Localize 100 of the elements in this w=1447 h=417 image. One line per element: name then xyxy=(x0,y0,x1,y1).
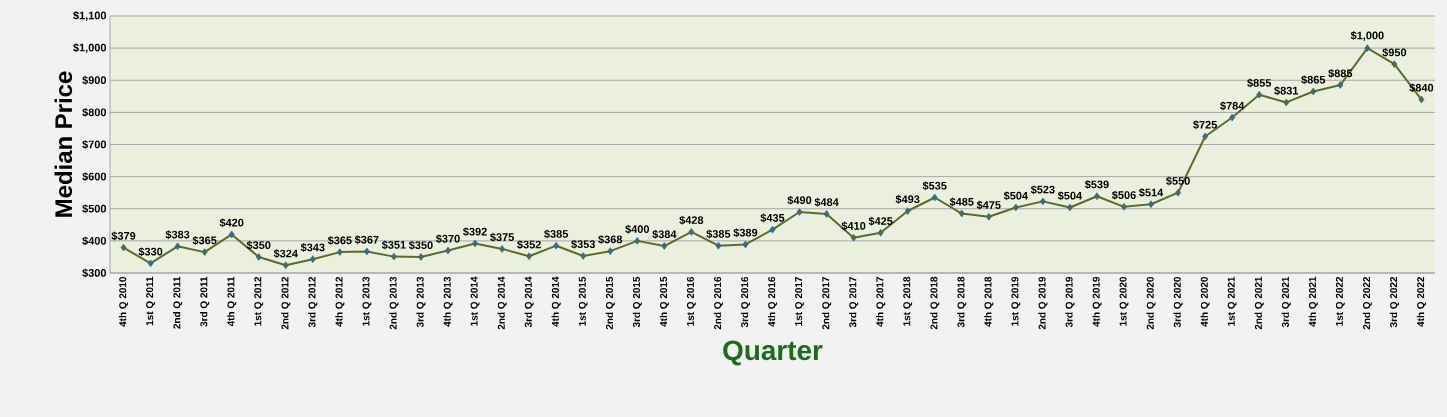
x-tick-label: 3rd Q 2022 xyxy=(1389,276,1399,328)
point xyxy=(607,247,614,255)
point xyxy=(850,233,857,242)
x-tick-label: 3rd Q 2018 xyxy=(957,276,967,328)
x-tick-label: 2nd Q 2019 xyxy=(1038,276,1048,330)
x-tick-label: 1st Q 2020 xyxy=(1119,276,1129,326)
data-label: $725 xyxy=(1193,120,1217,130)
point xyxy=(931,193,938,202)
y-axis-title: Median Price xyxy=(54,71,73,217)
data-label: $490 xyxy=(787,195,812,205)
point xyxy=(1202,132,1209,141)
x-tick-label: 4th Q 2012 xyxy=(335,276,345,327)
x-tick-label: 2nd Q 2017 xyxy=(821,276,832,330)
data-label: $330 xyxy=(138,247,163,257)
y-tick-label: $1,100 xyxy=(73,11,107,21)
x-tick-label: 3rd Q 2011 xyxy=(200,276,210,327)
point xyxy=(1283,98,1290,107)
x-tick-label: 4th Q 2015 xyxy=(659,276,669,327)
x-tick-label: 3rd Q 2013 xyxy=(416,276,426,328)
x-tick-label: 4th Q 2010 xyxy=(118,276,129,327)
data-label: $435 xyxy=(760,213,785,223)
point xyxy=(877,229,884,237)
point xyxy=(796,208,803,216)
point xyxy=(282,261,289,270)
data-label: $539 xyxy=(1084,180,1109,190)
y-tick-label: $500 xyxy=(82,204,107,214)
x-tick-label: 2nd Q 2015 xyxy=(605,276,615,330)
data-label: $535 xyxy=(922,181,947,191)
x-tick-label: 1st Q 2012 xyxy=(254,276,264,326)
x-tick-label: 1st Q 2021 xyxy=(1227,276,1237,326)
data-label: $831 xyxy=(1274,86,1299,96)
data-label: $343 xyxy=(300,243,325,252)
point xyxy=(580,252,587,260)
data-label: $365 xyxy=(192,235,217,245)
data-label: $384 xyxy=(652,229,677,239)
data-label: $425 xyxy=(868,216,893,226)
point xyxy=(553,241,560,250)
x-tick-label: 4th Q 2018 xyxy=(984,276,994,327)
x-tick-label: 2nd Q 2013 xyxy=(389,276,399,330)
y-tick-label: $700 xyxy=(82,140,107,149)
point xyxy=(985,212,992,221)
point xyxy=(336,248,343,256)
data-label: $351 xyxy=(381,240,406,250)
point xyxy=(1121,203,1127,211)
x-tick-label: 1st Q 2016 xyxy=(686,276,696,326)
data-label: $506 xyxy=(1111,190,1136,200)
data-label: $324 xyxy=(273,249,298,259)
data-label: $865 xyxy=(1301,75,1326,85)
x-tick-label: 4th Q 2017 xyxy=(876,276,886,327)
data-label: $367 xyxy=(354,235,379,245)
point xyxy=(823,210,830,218)
y-tick-label: $800 xyxy=(82,107,107,117)
data-label: $368 xyxy=(598,235,623,244)
point xyxy=(309,255,316,263)
x-tick-label: 3rd Q 2015 xyxy=(632,276,642,328)
x-tick-label: 3rd Q 2014 xyxy=(524,276,534,328)
x-tick-label: 1st Q 2019 xyxy=(1011,276,1021,326)
point xyxy=(526,252,533,261)
x-tick-label: 4th Q 2019 xyxy=(1092,276,1102,327)
point xyxy=(1256,90,1263,99)
data-label: $400 xyxy=(625,224,650,234)
y-tick-label: $600 xyxy=(82,172,107,182)
point xyxy=(688,228,695,236)
x-tick-label: 4th Q 2021 xyxy=(1308,276,1318,327)
data-label: $493 xyxy=(895,194,920,204)
x-tick-label: 1st Q 2018 xyxy=(903,276,913,326)
data-label: $379 xyxy=(111,231,136,241)
data-label: $370 xyxy=(435,234,460,244)
x-tick-label: 2nd Q 2016 xyxy=(713,276,723,330)
data-label: $855 xyxy=(1247,78,1272,88)
x-tick-label: 3rd Q 2021 xyxy=(1281,276,1291,328)
data-label: $389 xyxy=(733,228,758,238)
x-tick-label: 4th Q 2020 xyxy=(1200,276,1210,327)
x-tick-label: 2nd Q 2022 xyxy=(1362,276,1372,330)
point xyxy=(120,243,127,252)
data-label: $410 xyxy=(841,221,866,231)
x-tick-label: 3rd Q 2017 xyxy=(849,276,859,328)
data-label: $514 xyxy=(1138,188,1164,198)
x-tick-label: 4th Q 2016 xyxy=(767,276,778,327)
data-label: $365 xyxy=(327,235,352,245)
data-label: $784 xyxy=(1220,101,1245,111)
data-label: $485 xyxy=(949,197,974,207)
point xyxy=(1310,87,1317,96)
x-tick-label: 2nd Q 2018 xyxy=(930,276,940,330)
x-tick-label: 1st Q 2014 xyxy=(470,276,480,326)
x-tick-label: 1st Q 2015 xyxy=(578,276,588,326)
data-label: $385 xyxy=(706,229,731,239)
y-tick-label: $300 xyxy=(82,268,107,278)
data-label: $375 xyxy=(490,232,514,242)
data-label: $420 xyxy=(219,218,244,228)
data-label: $950 xyxy=(1382,48,1407,57)
data-label: $475 xyxy=(976,200,1001,210)
x-tick-label: 2nd Q 2011 xyxy=(173,276,183,329)
x-tick-label: 4th Q 2013 xyxy=(443,276,453,327)
data-label: $428 xyxy=(679,215,704,225)
x-axis-title: Quarter xyxy=(723,340,823,366)
x-tick-label: 1st Q 2011 xyxy=(146,276,156,326)
point xyxy=(201,248,208,256)
point xyxy=(742,240,749,249)
x-tick-label: 2nd Q 2014 xyxy=(497,276,507,330)
